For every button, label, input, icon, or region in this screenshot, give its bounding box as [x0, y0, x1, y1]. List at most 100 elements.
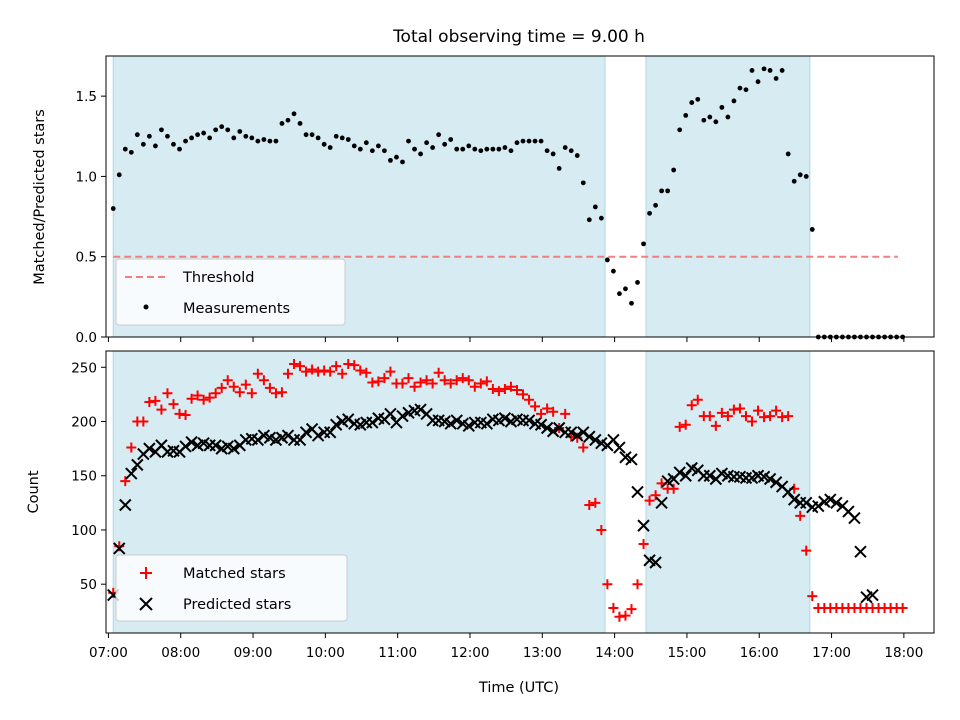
matched-star-point [542, 403, 553, 414]
measurement-point [315, 135, 321, 141]
matched-star-point [409, 381, 420, 392]
matched-star-point [150, 395, 161, 406]
predicted-star-point [329, 418, 343, 431]
matched-star-point [156, 404, 167, 415]
measurement-point [749, 68, 755, 73]
measurement-point [472, 146, 478, 152]
matched-star-point [397, 378, 408, 389]
legend-predicted-swatch [139, 597, 153, 611]
predicted-star-point [763, 472, 777, 486]
measurement-point [448, 137, 454, 142]
measurement-point [267, 138, 273, 144]
x-tick-label: 07:00 [89, 645, 128, 661]
measurement-point [436, 132, 442, 138]
matched-star-point [385, 366, 396, 377]
measurement-point [303, 132, 309, 138]
measurement-point [791, 178, 797, 184]
x-tick-label: 09:00 [234, 645, 273, 661]
measurement-point [122, 146, 128, 152]
matched-star-point [740, 411, 751, 422]
matched-star-point [632, 579, 643, 590]
measurement-point [291, 111, 297, 117]
predicted-star-point [679, 469, 692, 482]
predicted-star-point [143, 442, 156, 455]
predicted-star-point [854, 545, 867, 558]
x-tick-label: 18:00 [884, 645, 923, 661]
predicted-star-point [414, 403, 427, 416]
matched-star-point [481, 376, 492, 387]
measurement-point [689, 100, 695, 105]
matched-star-point [210, 388, 221, 399]
matched-star-point [252, 368, 263, 379]
measurement-point [466, 143, 472, 149]
predicted-star-point [649, 556, 662, 569]
measurement-point [339, 135, 345, 141]
measurement-point [580, 180, 586, 186]
measurement-point [568, 148, 574, 154]
matched-star-point [295, 361, 306, 372]
measurement-point [454, 146, 460, 152]
measurement-point [761, 66, 767, 72]
legend-matched-label: Matched stars [183, 566, 286, 582]
predicted-star-point [552, 421, 566, 435]
measurement-point [779, 68, 785, 73]
matched-star-point [319, 365, 330, 376]
measurement-point [201, 130, 207, 136]
bottom-axes-frame [105, 350, 935, 634]
matched-star-point [270, 388, 281, 399]
legend-measurements-label: Measurements [183, 301, 290, 317]
measurement-point [394, 154, 399, 160]
matched-star-point [524, 394, 535, 405]
measurement-point [140, 141, 146, 147]
x-tick-label: 16:00 [740, 645, 779, 661]
predicted-star-point [848, 511, 861, 525]
predicted-star-point [787, 493, 801, 506]
matched-star-point [602, 579, 613, 590]
x-axis-label: Time (UTC) [478, 680, 559, 696]
predicted-star-point [540, 421, 554, 435]
matched-star-point [174, 408, 185, 419]
predicted-star-point [323, 426, 337, 439]
measurement-point [695, 96, 701, 102]
matched-star-point [379, 373, 390, 384]
measurement-point [653, 202, 658, 208]
bottom-y-tick-label: 100 [71, 523, 97, 539]
measurement-point [574, 153, 580, 158]
measurement-point [375, 143, 381, 149]
legend-matched-swatch [140, 567, 152, 579]
measurement-point [333, 133, 339, 139]
measurement-point [153, 143, 158, 149]
predicted-star-point [498, 412, 512, 425]
measurement-point [225, 127, 231, 133]
measurement-point [635, 280, 640, 285]
measurement-point [647, 210, 652, 216]
matched-star-point [765, 411, 776, 422]
predicted-star-point [625, 453, 638, 466]
matched-star-point [704, 411, 715, 422]
matched-star-point [614, 611, 625, 622]
measurement-point [659, 188, 665, 194]
measurement-point [382, 148, 387, 154]
predicted-star-point [131, 458, 144, 472]
matched-star-point [716, 407, 727, 418]
measurement-point [701, 117, 707, 123]
measurement-point [249, 135, 255, 141]
measurement-point [520, 138, 526, 144]
measurement-point [357, 146, 363, 152]
measurement-point [231, 135, 237, 141]
predicted-star-point [209, 439, 222, 452]
matched-star-point [668, 483, 679, 494]
matched-star-point [415, 377, 426, 388]
predicted-star-point [299, 426, 313, 439]
predicted-star-point [450, 414, 463, 427]
matched-star-point [307, 364, 318, 375]
predicted-star-point [179, 440, 192, 453]
matched-star-point [771, 405, 782, 416]
matched-star-point [536, 408, 547, 419]
matched-star-point [650, 490, 661, 501]
predicted-star-point [462, 419, 475, 433]
predicted-star-point [480, 417, 494, 430]
measurement-point [550, 151, 556, 157]
x-tick-label: 12:00 [451, 645, 490, 661]
measurement-point [767, 68, 773, 73]
